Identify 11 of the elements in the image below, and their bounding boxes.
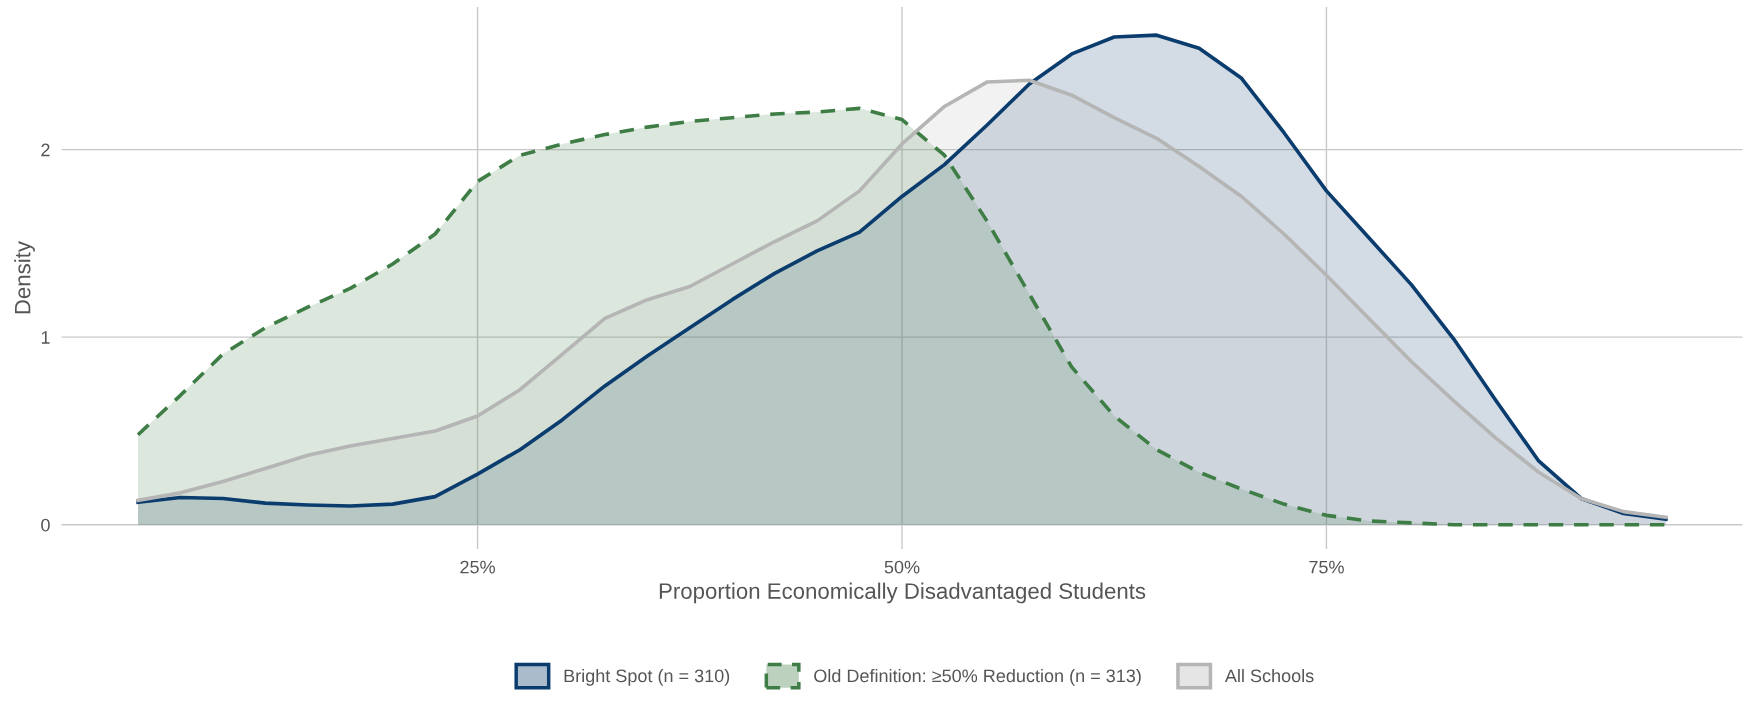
- legend-label: Old Definition: ≥50% Reduction (n = 313): [814, 668, 1141, 686]
- y-tick-label: 1: [41, 331, 50, 344]
- legend-label: Bright Spot (n = 310): [564, 668, 730, 686]
- x-tick-label: 25%: [460, 560, 495, 574]
- x-tick-label: 50%: [884, 560, 920, 574]
- y-tick-label: 2: [41, 143, 50, 157]
- y-axis-title: Density: [14, 241, 35, 314]
- legend-label: All Schools: [1224, 668, 1314, 683]
- y-tick-label: 0: [41, 518, 50, 532]
- x-axis-title: Proportion Economically Disadvantaged Students: [659, 582, 1146, 604]
- x-tick-label: 75%: [1309, 560, 1344, 574]
